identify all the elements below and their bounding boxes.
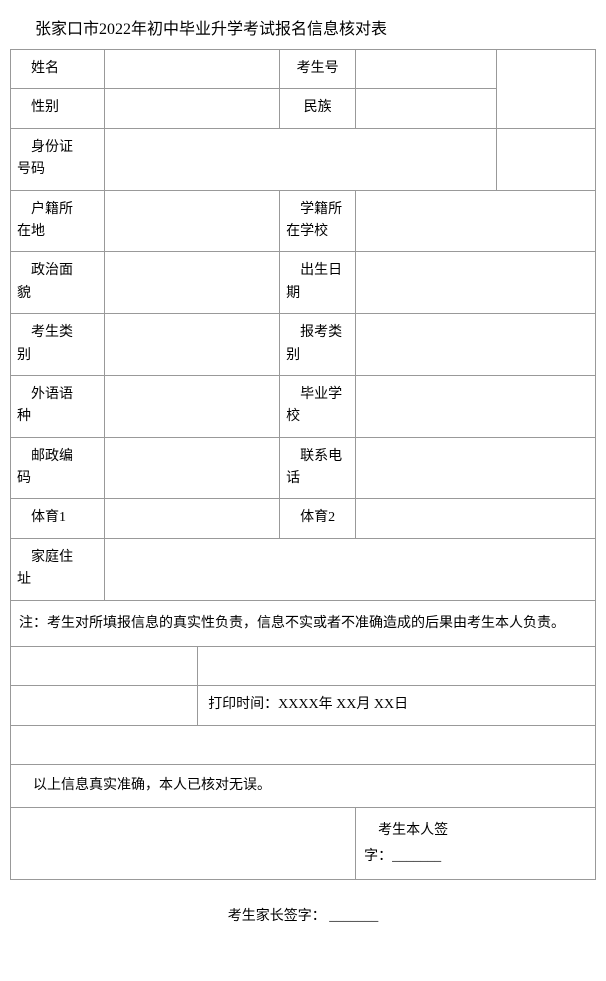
label-residence: 户籍所在地 [11, 190, 105, 252]
label-apply-category: 报考类别 [280, 314, 356, 376]
value-foreign-lang [104, 375, 279, 437]
label-address: 家庭住址 [11, 538, 105, 600]
blank-cell-1b [198, 646, 596, 685]
value-phone [356, 437, 596, 499]
value-apply-category [356, 314, 596, 376]
label-phone: 联系电话 [280, 437, 356, 499]
value-category [104, 314, 279, 376]
label-political: 政治面貌 [11, 252, 105, 314]
value-political [104, 252, 279, 314]
parent-sign-line: _______ [329, 909, 378, 924]
value-id-extra [496, 128, 595, 190]
row-pe: 体育1 体育2 [11, 499, 596, 538]
row-id: 身份证号码 [11, 128, 596, 190]
value-id-number [104, 128, 496, 190]
row-political: 政治面貌 出生日期 [11, 252, 596, 314]
note-text: 注：考生对所填报信息的真实性负责，信息不实或者不准确造成的后果由考生本人负责。 [11, 600, 596, 646]
value-residence [104, 190, 279, 252]
parent-sign-area: 考生家长签字： _______ [10, 905, 596, 925]
student-sign-line: _______ [392, 849, 441, 864]
label-exam-no: 考生号 [280, 50, 356, 89]
label-pe1: 体育1 [11, 499, 105, 538]
label-ethnicity: 民族 [280, 89, 356, 128]
row-confirm: 以上信息真实准确，本人已核对无误。 [11, 765, 596, 808]
sign-blank [11, 808, 356, 879]
student-sign-box: 考生本人签字：_______ [356, 808, 596, 879]
photo-box [496, 50, 595, 129]
row-category: 考生类别 报考类别 [11, 314, 596, 376]
main-table: 姓名 考生号 性别 民族 身份证号码 户籍所在地 学籍所在学校 政治面貌 出生日… [10, 49, 596, 880]
value-exam-no [356, 50, 496, 89]
value-postal [104, 437, 279, 499]
label-pe2: 体育2 [280, 499, 356, 538]
row-blank-2 [11, 725, 596, 764]
label-birth-date: 出生日期 [280, 252, 356, 314]
label-foreign-lang: 外语语种 [11, 375, 105, 437]
row-address: 家庭住址 [11, 538, 596, 600]
value-address [104, 538, 595, 600]
label-category: 考生类别 [11, 314, 105, 376]
row-print-time: 打印时间：XXXX年 XX月 XX日 [11, 686, 596, 725]
row-note: 注：考生对所填报信息的真实性负责，信息不实或者不准确造成的后果由考生本人负责。 [11, 600, 596, 646]
value-ethnicity [356, 89, 496, 128]
row-foreign-lang: 外语语种 毕业学校 [11, 375, 596, 437]
row-name: 姓名 考生号 [11, 50, 596, 89]
value-grad-school [356, 375, 596, 437]
value-name [104, 50, 279, 89]
row-postal: 邮政编码 联系电话 [11, 437, 596, 499]
parent-sign-label: 考生家长签字： [228, 909, 326, 924]
confirm-text: 以上信息真实准确，本人已核对无误。 [11, 765, 596, 808]
value-birth-date [356, 252, 596, 314]
row-sign: 考生本人签字：_______ [11, 808, 596, 879]
label-name: 姓名 [11, 50, 105, 89]
label-school-reg: 学籍所在学校 [280, 190, 356, 252]
value-school-reg [356, 190, 596, 252]
label-gender: 性别 [11, 89, 105, 128]
value-gender [104, 89, 279, 128]
print-time-text: 打印时间：XXXX年 XX月 XX日 [198, 686, 596, 725]
print-time-blank [11, 686, 198, 725]
label-postal: 邮政编码 [11, 437, 105, 499]
row-residence: 户籍所在地 学籍所在学校 [11, 190, 596, 252]
value-pe2 [356, 499, 596, 538]
row-blank-1 [11, 646, 596, 685]
value-pe1 [104, 499, 279, 538]
blank-cell-1a [11, 646, 198, 685]
label-id-number: 身份证号码 [11, 128, 105, 190]
blank-cell-2 [11, 725, 596, 764]
label-grad-school: 毕业学校 [280, 375, 356, 437]
form-title: 张家口市2022年初中毕业升学考试报名信息核对表 [10, 15, 596, 39]
